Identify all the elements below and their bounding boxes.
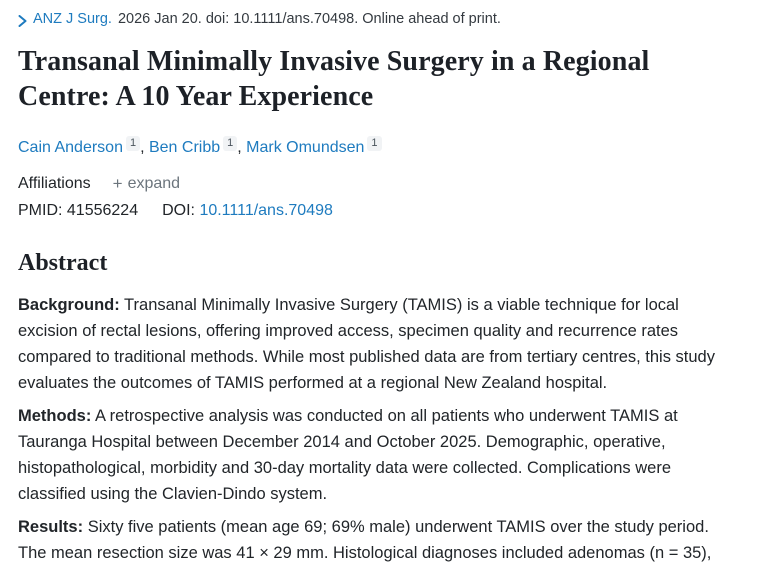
paragraph-text: Sixty five patients (mean age 69; 69% ma… xyxy=(18,518,712,562)
journal-dropdown-trigger[interactable]: ANZ J Surg. xyxy=(18,9,112,29)
paragraph-text: A retrospective analysis was conducted o… xyxy=(18,407,678,503)
expand-label: expand xyxy=(127,175,181,192)
author-link[interactable]: Cain Anderson xyxy=(18,139,123,156)
author-link[interactable]: Ben Cribb xyxy=(148,139,221,156)
affiliations-label: Affiliations xyxy=(18,175,91,192)
affiliation-sup-badge[interactable]: 1 xyxy=(223,136,238,151)
doi-group: DOI: 10.1111/ans.70498 xyxy=(162,202,333,219)
author-item: Ben Cribb 1 xyxy=(148,136,238,156)
doi-link[interactable]: 10.1111/ans.70498 xyxy=(199,202,333,219)
author-item: Mark Omundsen 1 xyxy=(246,136,382,156)
expand-affiliations-button[interactable]: + expand xyxy=(113,175,180,193)
author-link[interactable]: Mark Omundsen xyxy=(246,139,365,156)
abstract-paragraph-background: Background: Transanal Minimally Invasive… xyxy=(18,292,736,396)
article-title: Transanal Minimally Invasive Surgery in … xyxy=(18,46,650,112)
pmid-label: PMID: xyxy=(18,202,63,219)
plus-icon: + xyxy=(112,174,123,193)
pmid-group: PMID: 41556224 xyxy=(18,202,138,219)
chevron-right-icon xyxy=(18,13,27,27)
abstract-paragraph-results: Results: Sixty five patients (mean age 6… xyxy=(18,514,736,570)
author-item: Cain Anderson 1 xyxy=(18,136,141,156)
paragraph-label: Results: xyxy=(18,518,84,536)
abstract-heading: Abstract xyxy=(18,250,108,276)
author-separator: , xyxy=(237,139,247,156)
doi-label: DOI: xyxy=(162,202,195,219)
identifiers-row: PMID: 41556224 DOI: 10.1111/ans.70498 xyxy=(18,202,736,220)
journal-citation-line: ANZ J Surg. 2026 Jan 20. doi: 10.1111/an… xyxy=(18,0,736,29)
affiliation-sup-badge[interactable]: 1 xyxy=(367,136,382,151)
abstract-paragraph-methods: Methods: A retrospective analysis was co… xyxy=(18,403,736,507)
paragraph-label: Methods: xyxy=(18,407,92,425)
journal-name-link[interactable]: ANZ J Surg. xyxy=(33,11,112,27)
affiliation-sup-badge[interactable]: 1 xyxy=(125,136,141,151)
authors-list: Cain Anderson 1, Ben Cribb 1, Mark Omundse… xyxy=(18,136,736,158)
paragraph-label: Background: xyxy=(18,296,120,314)
citation-meta: 2026 Jan 20. doi: 10.1111/ans.70498. Onl… xyxy=(117,11,501,27)
author-separator: , xyxy=(140,139,149,156)
pmid-value: 41556224 xyxy=(66,202,139,219)
affiliations-row: Affiliations + expand xyxy=(18,175,736,193)
abstract-body: Background: Transanal Minimally Invasive… xyxy=(18,292,736,570)
paragraph-text: Transanal Minimally Invasive Surgery (TA… xyxy=(18,296,715,392)
